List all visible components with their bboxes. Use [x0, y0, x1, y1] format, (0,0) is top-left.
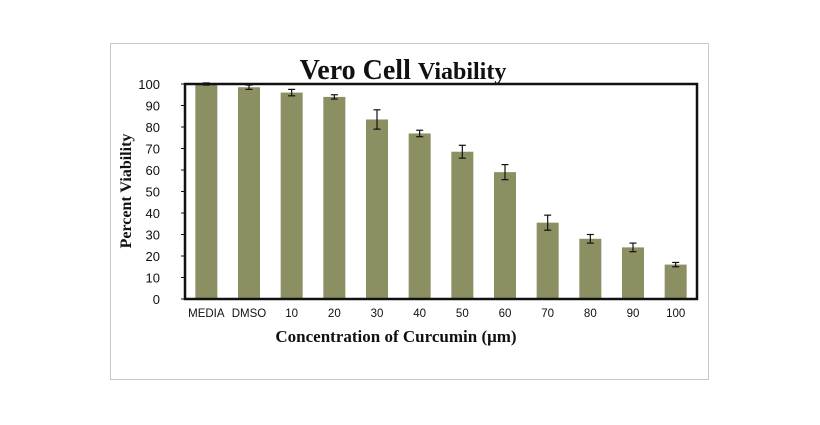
x-tick-label: 70 [541, 308, 554, 320]
bar [408, 133, 431, 299]
y-tick-label: 100 [138, 77, 160, 92]
y-tick-label: 10 [146, 271, 160, 286]
x-tick-label: 20 [328, 308, 341, 320]
y-tick-label: 50 [146, 185, 160, 200]
x-tick-label: 60 [499, 308, 512, 320]
x-tick-label: 80 [584, 308, 597, 320]
chart-title-part: Viability [418, 59, 506, 85]
bar [238, 87, 260, 299]
x-tick-label: 50 [456, 308, 469, 320]
x-tick-label: 40 [413, 308, 426, 320]
x-tick-label: DMSO [232, 308, 267, 320]
y-tick-label: 20 [146, 249, 160, 264]
bar [323, 96, 346, 300]
y-axis-label: Percent Viability [118, 134, 135, 249]
x-tick-label: MEDIA [188, 308, 225, 320]
bar [494, 172, 516, 299]
y-tick-label: 30 [146, 228, 160, 243]
x-axis-label: Concentration of Curcumin (μm) [275, 327, 516, 346]
x-tick-label: 90 [627, 308, 640, 320]
x-tick-label: 10 [285, 308, 298, 320]
y-tick-label: 90 [146, 99, 160, 114]
bar [622, 247, 644, 299]
bar [536, 222, 559, 299]
y-tick-label: 60 [146, 163, 160, 178]
bar [366, 119, 388, 299]
bar [579, 238, 602, 299]
bar [195, 84, 218, 299]
y-tick-label: 0 [153, 292, 160, 307]
bar [280, 92, 303, 299]
y-tick-label: 40 [146, 206, 160, 221]
x-tick-label: 100 [666, 308, 685, 320]
bar [451, 151, 474, 299]
y-tick-label: 80 [146, 120, 160, 135]
chart-title-part: Vero Cell [300, 55, 411, 86]
y-tick-label: 70 [146, 142, 160, 157]
chart-title: Vero Cell Viability [300, 55, 507, 86]
plot-area-border [183, 82, 699, 301]
x-tick-label: 30 [371, 308, 384, 320]
bar [664, 264, 687, 299]
